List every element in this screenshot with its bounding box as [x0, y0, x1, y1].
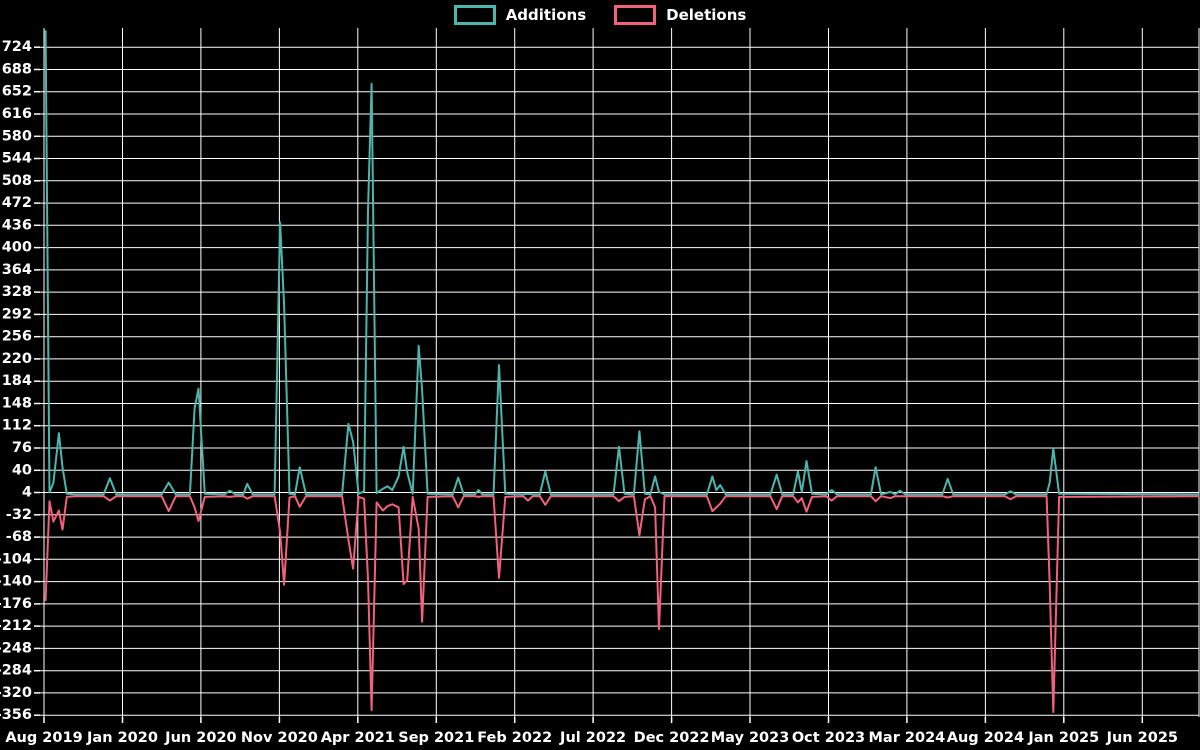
y-tick-label: 508 — [2, 173, 32, 189]
x-tick-label: Jun 2020 — [164, 730, 236, 746]
y-tick-label: 688 — [2, 62, 32, 78]
y-tick-label: 724 — [2, 39, 32, 55]
y-tick-label: 256 — [2, 329, 32, 345]
y-tick-label: 544 — [2, 151, 32, 167]
y-tick-label: 112 — [2, 418, 32, 434]
x-tick-label: Nov 2020 — [241, 730, 318, 746]
y-tick-label: -68 — [6, 529, 32, 545]
y-tick-label: 364 — [2, 262, 32, 278]
x-tick-label: Jan 2020 — [86, 730, 158, 746]
x-tick-label: Mar 2024 — [869, 730, 946, 746]
x-tick-label: Sep 2021 — [398, 730, 474, 746]
y-tick-label: 472 — [2, 195, 32, 211]
deletions-line — [44, 495, 1200, 714]
y-tick-label: -284 — [0, 663, 32, 679]
y-tick-label: -248 — [0, 640, 32, 656]
deletions-swatch-icon — [614, 5, 657, 25]
y-tick-label: -356 — [0, 707, 32, 723]
y-tick-label: -320 — [0, 685, 32, 701]
x-tick-label: Feb 2022 — [477, 730, 552, 746]
y-tick-label: 40 — [12, 462, 32, 478]
y-axis-labels: 724 688 652 616 580 544 508 472 436 400 364 328 292 2… — [0, 39, 32, 723]
legend-label-additions: Additions — [505, 5, 587, 24]
y-tick-label: 184 — [2, 373, 32, 389]
y-tick-label: 580 — [2, 128, 32, 144]
y-tick-label: 616 — [2, 106, 32, 122]
y-tick-label: 76 — [12, 440, 32, 456]
legend-item-deletions[interactable]: Deletions — [614, 5, 746, 25]
x-axis-labels: Aug 2019 Jan 2020 Jun 2020 Nov 2020 Apr 2021… — [5, 730, 1178, 746]
y-tick-label: 4 — [22, 485, 32, 501]
y-tick-label: 148 — [2, 396, 32, 412]
additions-line — [44, 30, 1200, 496]
x-tick-label: Oct 2023 — [792, 730, 865, 746]
legend-label-deletions: Deletions — [666, 5, 747, 24]
x-tick-label: May 2023 — [711, 730, 790, 746]
y-tick-label: -176 — [0, 596, 32, 612]
y-tick-label: 652 — [2, 84, 32, 100]
y-tick-label: -104 — [0, 551, 32, 567]
x-tick-label: Aug 2019 — [5, 730, 82, 746]
y-tick-label: 400 — [2, 240, 32, 256]
y-tick-label: -212 — [0, 618, 32, 634]
y-tick-label: 292 — [2, 306, 32, 322]
y-tick-label: 220 — [2, 351, 32, 367]
tick-marks — [34, 46, 1144, 723]
y-tick-label: 436 — [2, 217, 32, 233]
x-tick-label: Dec 2022 — [634, 730, 710, 746]
additions-swatch-icon — [453, 5, 496, 25]
x-tick-label: Jan 2025 — [1027, 730, 1099, 746]
y-tick-label: -32 — [6, 507, 32, 523]
x-tick-label: Jun 2025 — [1106, 730, 1178, 746]
x-tick-label: Aug 2024 — [947, 730, 1024, 746]
y-tick-label: 328 — [2, 284, 32, 300]
legend-item-additions[interactable]: Additions — [453, 5, 587, 25]
gridlines — [40, 28, 1200, 717]
y-tick-label: -140 — [0, 574, 32, 590]
x-tick-label: Apr 2021 — [321, 730, 395, 746]
x-tick-label: Jul 2022 — [559, 730, 626, 746]
chart-legend: Additions Deletions — [0, 5, 1200, 25]
